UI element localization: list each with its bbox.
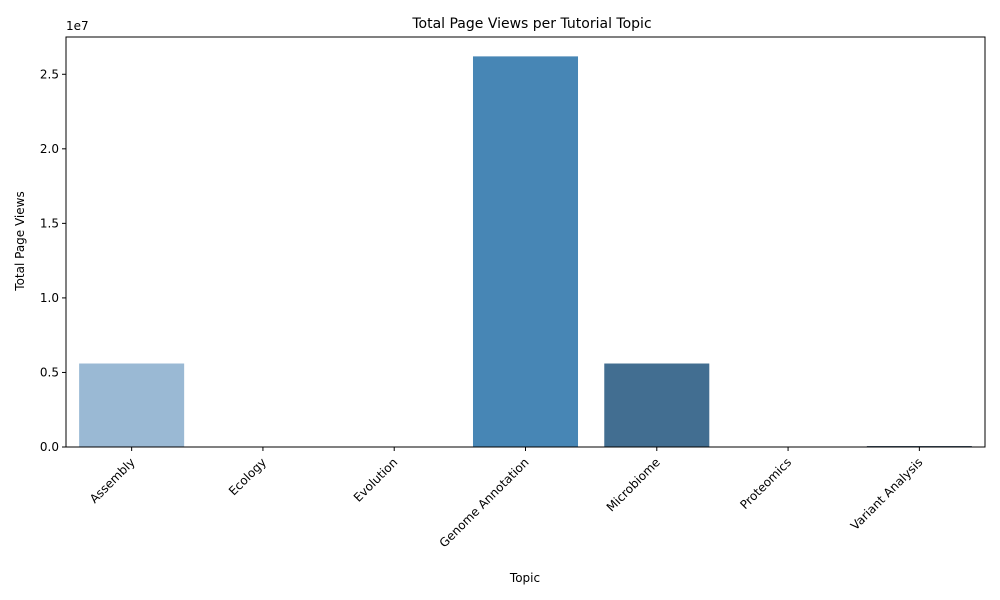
x-tick-label: Ecology xyxy=(226,455,269,498)
x-tick-label: Variant Analysis xyxy=(848,455,926,533)
y-tick-label: 1.0 xyxy=(40,291,59,305)
bar-assembly xyxy=(79,363,185,447)
y-tick-label: 1.5 xyxy=(40,216,59,230)
y-tick-label: 2.5 xyxy=(40,67,59,81)
bar-microbiome xyxy=(604,363,710,447)
y-axis-label: Total Page Views xyxy=(13,191,27,291)
bar-genome-annotation xyxy=(472,56,579,448)
x-axis-label: Topic xyxy=(509,571,540,585)
x-tick-label: Proteomics xyxy=(737,455,794,512)
y-tick-label: 0.5 xyxy=(40,365,59,379)
x-tick-label: Assembly xyxy=(87,455,138,506)
y-tick-label: 2.0 xyxy=(40,142,59,156)
x-tick-label: Microbiome xyxy=(604,455,663,514)
y-ticks-group: 0.0 0.5 1.0 1.5 2.0 2.5 xyxy=(40,67,66,454)
chart-title: Total Page Views per Tutorial Topic xyxy=(411,16,651,32)
x-ticks-group: Assembly Ecology Evolution Genome Annotatio… xyxy=(87,447,926,550)
y-scale-label: 1e7 xyxy=(66,19,89,33)
x-tick-label: Genome Annotation xyxy=(437,455,532,550)
y-tick-label: 0.0 xyxy=(40,440,59,454)
x-tick-label: Evolution xyxy=(351,455,400,504)
axes-frame xyxy=(65,36,986,448)
bars-group xyxy=(79,56,972,448)
